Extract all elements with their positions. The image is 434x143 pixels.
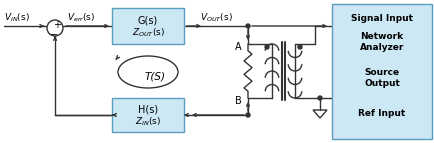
Text: Network
Analyzer: Network Analyzer [359, 32, 403, 52]
Text: $V_{OUT}$(s): $V_{OUT}$(s) [200, 12, 232, 24]
Text: +: + [53, 20, 61, 30]
Text: $-$: $-$ [49, 28, 59, 38]
Text: H(s): H(s) [138, 104, 158, 114]
Text: T(S): T(S) [144, 71, 165, 81]
Text: Source
Output: Source Output [363, 68, 399, 88]
Text: Ref Input: Ref Input [358, 110, 404, 119]
Circle shape [47, 20, 63, 36]
Text: A: A [234, 42, 241, 52]
Text: B: B [234, 96, 241, 106]
Text: Signal Input: Signal Input [350, 13, 412, 22]
FancyBboxPatch shape [112, 8, 184, 44]
Text: G(s): G(s) [138, 15, 158, 25]
Text: $Z_{IN}$(s): $Z_{IN}$(s) [135, 116, 161, 128]
Circle shape [246, 113, 250, 117]
Text: $V_{IN}$(s): $V_{IN}$(s) [4, 12, 30, 24]
Circle shape [297, 45, 301, 49]
Circle shape [264, 45, 268, 49]
Circle shape [246, 24, 250, 28]
Circle shape [317, 96, 321, 100]
FancyBboxPatch shape [331, 4, 431, 139]
FancyBboxPatch shape [112, 98, 184, 132]
Text: $Z_{OUT}$(s): $Z_{OUT}$(s) [131, 27, 164, 39]
Text: $V_{err}$(s): $V_{err}$(s) [67, 12, 95, 24]
